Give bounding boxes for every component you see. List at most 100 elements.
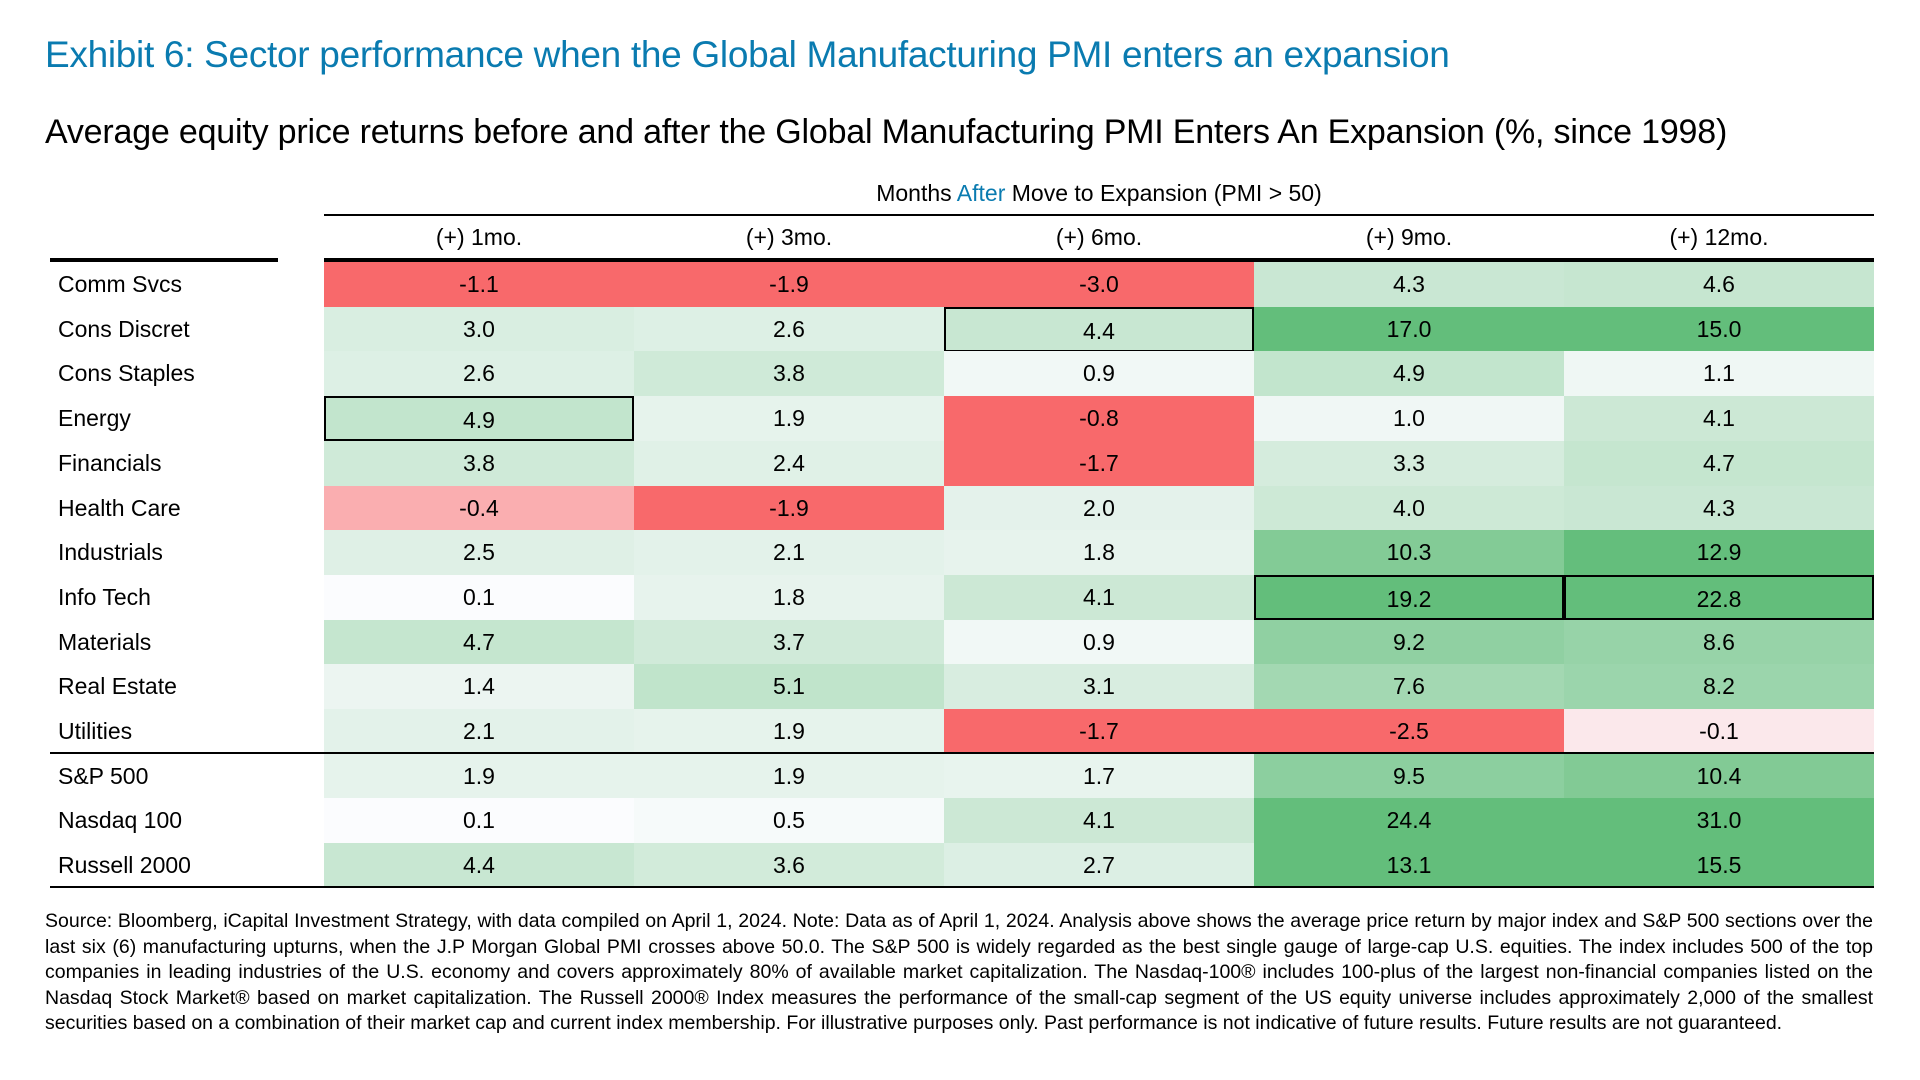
value-cell: 22.8 [1564, 574, 1874, 620]
value-cell: 4.1 [944, 798, 1254, 844]
row-label: Utilities [58, 718, 133, 744]
value-cell: 1.8 [944, 530, 1254, 576]
table-row: Nasdaq 100 0.1 0.5 4.1 24.4 31.0 [50, 798, 1874, 844]
column-header: (+) 9mo. [1365, 224, 1453, 250]
value-cell: 9.5 [1254, 753, 1564, 799]
table-row: Real Estate 1.4 5.1 3.1 7.6 8.2 [50, 664, 1874, 710]
value-cell: 10.4 [1564, 753, 1874, 799]
value-cell: 4.4 [324, 843, 634, 889]
value-cell: 3.8 [324, 440, 634, 486]
column-group-header: Months After Move to Expansion (PMI > 50… [324, 180, 1874, 207]
column-header: (+) 12mo. [1669, 224, 1769, 250]
row-label: Financials [58, 449, 162, 476]
value-cell: 3.7 [634, 619, 944, 665]
value-cell: 1.9 [634, 709, 944, 754]
value-cell: 1.8 [634, 574, 944, 620]
value-cell: 10.3 [1254, 530, 1564, 576]
row-label: Nasdaq 100 [58, 807, 183, 834]
table-row: Russell 2000 4.4 3.6 2.7 13.1 15.5 [50, 843, 1874, 889]
bottom-rule [50, 886, 1874, 888]
value-cell: 3.8 [634, 351, 944, 397]
column-header: (+) 1mo. [435, 224, 523, 250]
value-cell: 4.3 [1254, 262, 1564, 307]
value-cell: 9.2 [1254, 619, 1564, 665]
value-cell: -1.7 [944, 440, 1254, 486]
index-separator-rule [50, 752, 1874, 754]
value-cell: 2.1 [634, 530, 944, 576]
row-label: S&P 500 [58, 762, 149, 789]
value-cell: 8.6 [1564, 619, 1874, 665]
value-cell: 4.7 [1564, 440, 1874, 486]
value-cell: 19.2 [1254, 574, 1564, 620]
value-cell: 0.1 [324, 798, 634, 844]
row-label: Cons Staples [58, 360, 195, 387]
value-cell: 4.1 [944, 574, 1254, 620]
value-cell: 1.1 [1564, 351, 1874, 397]
value-cell: -0.1 [1564, 709, 1874, 754]
row-label: Materials [58, 628, 152, 655]
row-label: Industrials [58, 539, 163, 566]
value-cell: 0.9 [944, 619, 1254, 665]
value-cell: -1.9 [634, 262, 944, 307]
value-cell: -1.1 [324, 262, 634, 307]
group-header-accent: After [956, 180, 1006, 206]
value-cell: 1.7 [944, 753, 1254, 799]
value-cell: -2.5 [1254, 709, 1564, 754]
label-header-rule [50, 258, 278, 262]
row-label: Cons Discret [58, 315, 190, 342]
table-row: Utilities 2.1 1.9 -1.7 -2.5 -0.1 [50, 709, 1874, 754]
value-cell: 0.9 [944, 351, 1254, 397]
value-cell: 2.6 [634, 306, 944, 352]
value-cell: 4.4 [944, 306, 1254, 352]
value-cell: 2.0 [944, 485, 1254, 531]
value-cell: 0.1 [324, 574, 634, 620]
source-footnote: Source: Bloomberg, iCapital Investment S… [45, 910, 1873, 1034]
value-cell: 4.0 [1254, 485, 1564, 531]
table-row: S&P 500 1.9 1.9 1.7 9.5 10.4 [50, 753, 1874, 799]
value-cell: 8.2 [1564, 664, 1874, 710]
value-cell: 2.1 [324, 709, 634, 754]
row-label: Russell 2000 [58, 852, 191, 879]
table-row: Energy 4.9 1.9 -0.8 1.0 4.1 [50, 396, 1874, 442]
value-cell: -0.8 [944, 396, 1254, 442]
row-label: Info Tech [58, 583, 151, 610]
value-cell: 12.9 [1564, 530, 1874, 576]
top-rule [324, 214, 1874, 216]
value-cell: 13.1 [1254, 843, 1564, 889]
value-cell: 3.1 [944, 664, 1254, 710]
table-row: Industrials 2.5 2.1 1.8 10.3 12.9 [50, 530, 1874, 576]
value-cell: -0.4 [324, 485, 634, 531]
table-row: Health Care -0.4 -1.9 2.0 4.0 4.3 [50, 485, 1874, 531]
row-label: Real Estate [58, 673, 177, 700]
column-header: (+) 3mo. [745, 224, 833, 250]
value-cell: 2.7 [944, 843, 1254, 889]
header-rule [324, 258, 1874, 262]
value-cell: 4.9 [1254, 351, 1564, 397]
table-row: Cons Staples 2.6 3.8 0.9 4.9 1.1 [50, 351, 1874, 397]
value-cell: -1.9 [634, 485, 944, 531]
table-row: Cons Discret 3.0 2.6 4.4 17.0 15.0 [50, 306, 1874, 352]
value-cell: 31.0 [1564, 798, 1874, 844]
table-row: Materials 4.7 3.7 0.9 9.2 8.6 [50, 619, 1874, 665]
table-row: Comm Svcs -1.1 -1.9 -3.0 4.3 4.6 [50, 262, 1874, 307]
value-cell: 5.1 [634, 664, 944, 710]
value-cell: 3.0 [324, 306, 634, 352]
value-cell: 1.9 [634, 753, 944, 799]
value-cell: 7.6 [1254, 664, 1564, 710]
value-cell: 1.9 [324, 753, 634, 799]
value-cell: 2.6 [324, 351, 634, 397]
value-cell: 24.4 [1254, 798, 1564, 844]
value-cell: 15.0 [1564, 306, 1874, 352]
value-cell: -1.7 [944, 709, 1254, 754]
value-cell: 15.5 [1564, 843, 1874, 889]
group-header-text: Months [876, 180, 957, 206]
value-cell: 4.1 [1564, 396, 1874, 442]
value-cell: 3.3 [1254, 440, 1564, 486]
value-cell: 4.3 [1564, 485, 1874, 531]
value-cell: 4.7 [324, 619, 634, 665]
value-cell: 3.6 [634, 843, 944, 889]
value-cell: 0.5 [634, 798, 944, 844]
group-header-text-end: Move to Expansion (PMI > 50) [1005, 180, 1322, 206]
value-cell: 1.0 [1254, 396, 1564, 442]
value-cell: 4.9 [324, 396, 634, 442]
